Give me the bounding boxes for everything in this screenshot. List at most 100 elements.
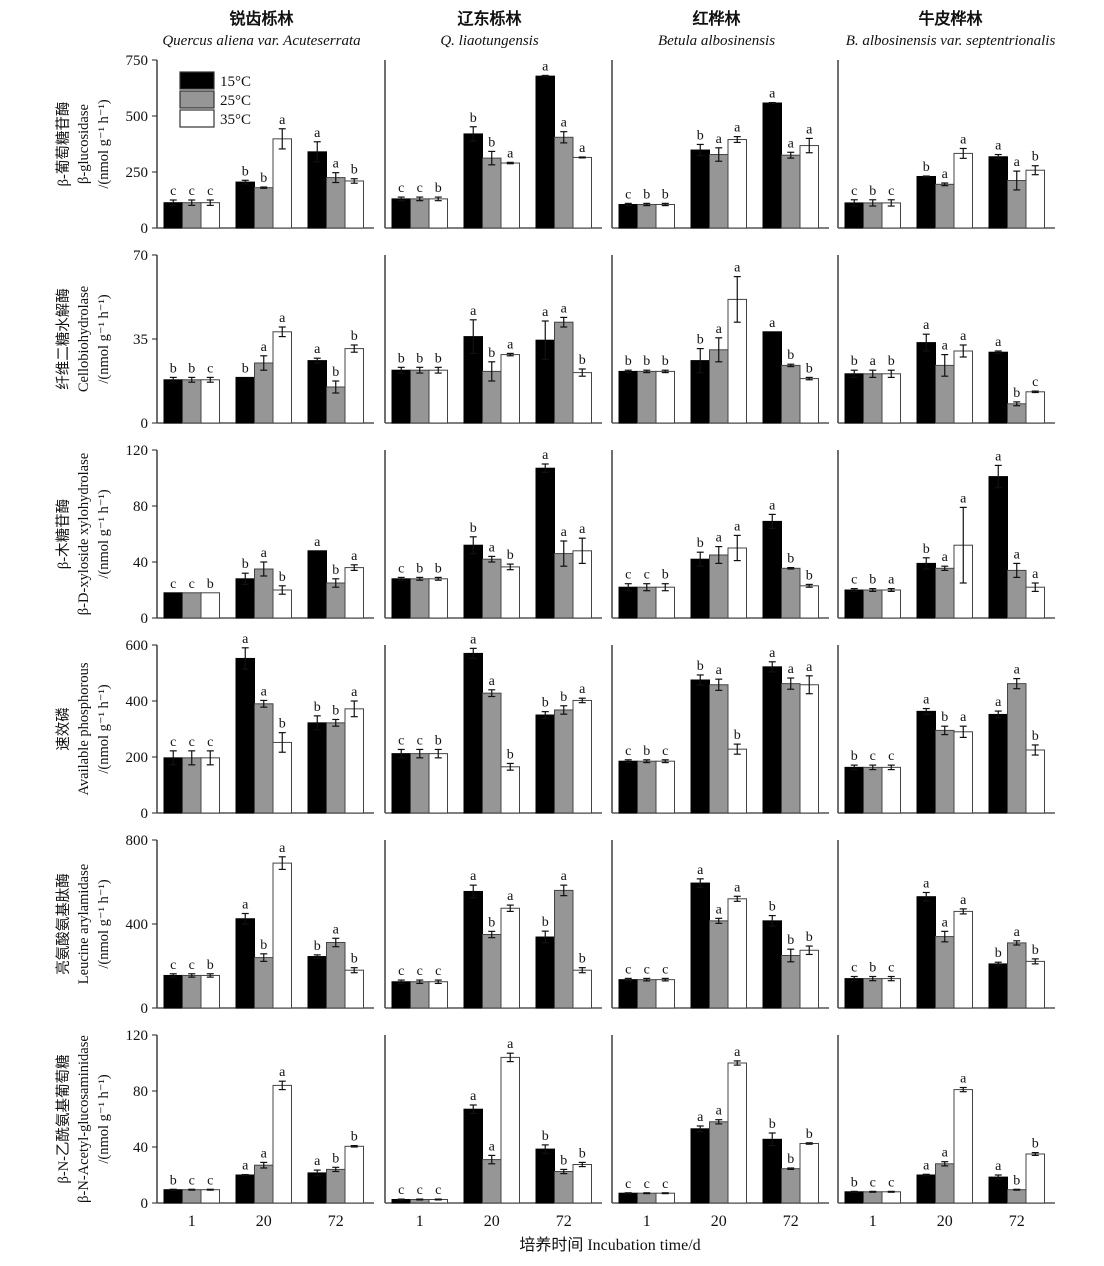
significance-letter: a: [960, 132, 967, 147]
x-tick-label: 1: [416, 1213, 424, 1230]
significance-letter: b: [188, 361, 195, 376]
bar-35c: [1025, 169, 1045, 229]
significance-letter: c: [207, 1173, 213, 1188]
significance-letter: b: [787, 1152, 794, 1167]
bar-15c: [690, 882, 710, 1009]
bar-25c: [554, 1171, 574, 1204]
significance-letter: b: [242, 557, 249, 572]
significance-letter: b: [332, 563, 339, 578]
bar-25c: [863, 1191, 883, 1204]
significance-letter: b: [1013, 386, 1020, 401]
x-tick-label: 20: [256, 1213, 272, 1230]
significance-letter: b: [851, 1175, 858, 1190]
bar-35c: [881, 373, 901, 424]
bar-35c: [881, 202, 901, 229]
significance-letter: a: [1032, 567, 1039, 582]
bar-15c: [463, 1108, 483, 1204]
significance-letter: c: [888, 184, 894, 199]
bar-35c: [655, 370, 675, 424]
significance-letter: a: [960, 1072, 967, 1087]
significance-letter: b: [1013, 1173, 1020, 1188]
bar-15c: [844, 978, 864, 1009]
significance-letter: a: [923, 693, 930, 708]
significance-letter: b: [579, 353, 586, 368]
bar-15c: [988, 1176, 1008, 1204]
significance-letter: a: [995, 695, 1002, 710]
bar-25c: [182, 757, 202, 814]
bar-15c: [307, 151, 327, 229]
bar-25c: [781, 1168, 801, 1204]
bar-25c: [935, 936, 955, 1009]
y-axis-label: β-木糖苷酶: [55, 499, 72, 569]
bar-15c: [391, 198, 411, 229]
significance-letter: c: [1032, 375, 1038, 390]
bar-15c: [762, 520, 782, 619]
bar-35c: [500, 1056, 520, 1204]
significance-letter: b: [888, 354, 895, 369]
y-axis-label: Leucine arylamidase: [76, 864, 92, 984]
x-tick-label: 1: [869, 1213, 877, 1230]
bar-35c: [799, 1143, 819, 1204]
bar-35c: [1025, 749, 1045, 814]
bar-25c: [482, 1159, 502, 1204]
bar-25c: [781, 683, 801, 814]
y-tick-label: 35: [133, 332, 148, 348]
bar-25c: [326, 941, 346, 1009]
significance-letter: a: [995, 449, 1002, 464]
significance-letter: a: [507, 1037, 514, 1052]
significance-letter: b: [542, 696, 549, 711]
bar-15c: [844, 766, 864, 814]
significance-letter: b: [542, 915, 549, 930]
bar-25c: [182, 1189, 202, 1204]
bar-35c: [272, 741, 292, 814]
significance-letter: a: [716, 663, 723, 678]
y-tick-label: 40: [133, 555, 148, 571]
significance-letter: b: [435, 181, 442, 196]
significance-letter: a: [769, 316, 776, 331]
significance-letter: c: [207, 361, 213, 376]
significance-letter: b: [332, 703, 339, 718]
significance-letter: b: [923, 160, 930, 175]
significance-letter: b: [560, 690, 567, 705]
significance-letter: b: [806, 568, 813, 583]
bar-15c: [762, 1138, 782, 1204]
significance-letter: c: [625, 187, 631, 202]
significance-letter: b: [314, 939, 321, 954]
significance-letter: b: [869, 573, 876, 588]
bar-35c: [1025, 960, 1045, 1009]
bar-35c: [344, 180, 364, 229]
y-axis-label: β-glucosidase: [76, 104, 92, 184]
significance-letter: a: [314, 126, 321, 141]
bar-15c: [235, 918, 255, 1009]
significance-letter: a: [995, 335, 1002, 350]
significance-letter: b: [242, 164, 249, 179]
bar-15c: [535, 1148, 555, 1204]
y-tick-label: 70: [133, 248, 148, 264]
y-axis-label: /(nmol g⁻¹ h⁻¹): [96, 294, 112, 383]
significance-letter: c: [870, 1175, 876, 1190]
bar-25c: [709, 554, 729, 619]
bar-35c: [953, 350, 973, 424]
bar-35c: [1025, 391, 1045, 424]
significance-letter: a: [279, 113, 286, 128]
y-axis-label: 速效磷: [55, 707, 72, 751]
legend-label: 35°C: [220, 112, 251, 128]
y-axis-label: /(nmol g⁻¹ h⁻¹): [96, 879, 112, 968]
significance-letter: a: [734, 1045, 741, 1060]
significance-letter: c: [189, 958, 195, 973]
significance-letter: b: [662, 354, 669, 369]
significance-letter: b: [734, 728, 741, 743]
significance-letter: a: [561, 869, 568, 884]
bar-25c: [410, 578, 430, 619]
bar-15c: [690, 1128, 710, 1204]
significance-letter: c: [888, 749, 894, 764]
bar-15c: [916, 562, 936, 619]
bar-25c: [637, 203, 657, 229]
x-tick-label: 1: [643, 1213, 651, 1230]
significance-letter: a: [579, 682, 586, 697]
significance-letter: a: [470, 1089, 477, 1104]
significance-letter: b: [279, 717, 286, 732]
significance-letter: b: [260, 171, 267, 186]
y-axis-label: /(nmol g⁻¹ h⁻¹): [96, 684, 112, 773]
significance-letter: b: [851, 749, 858, 764]
